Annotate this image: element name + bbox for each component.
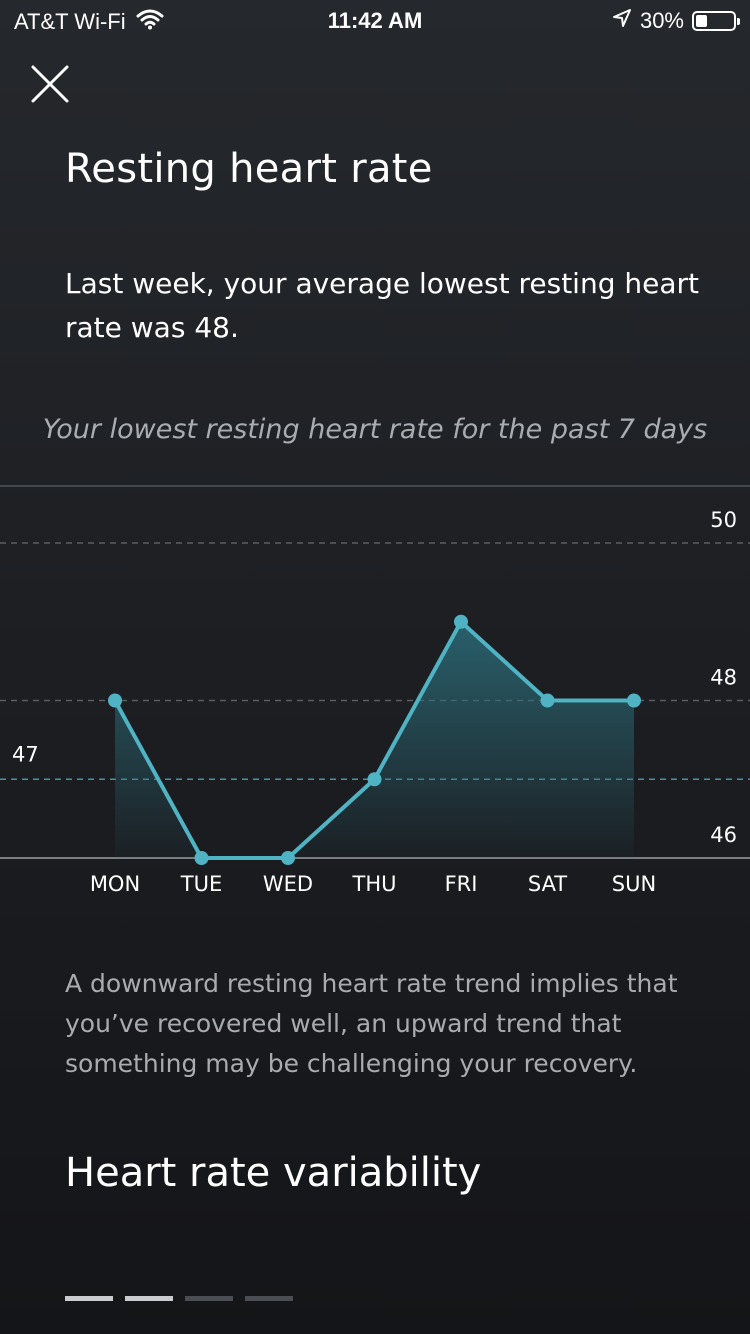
page-indicator bbox=[65, 1296, 293, 1301]
x-tick-label: WED bbox=[263, 872, 313, 896]
battery-fill bbox=[696, 15, 707, 27]
x-tick-label: SAT bbox=[528, 872, 567, 896]
chart-caption: Your lowest resting heart rate for the p… bbox=[42, 414, 708, 445]
page-indicator-dot[interactable] bbox=[65, 1296, 113, 1301]
status-bar: AT&T Wi-Fi 11:42 AM 30% bbox=[0, 0, 750, 40]
page-indicator-dot[interactable] bbox=[185, 1296, 233, 1301]
data-point-mon bbox=[108, 693, 122, 708]
battery-icon bbox=[692, 11, 740, 31]
wifi-icon bbox=[136, 8, 164, 36]
carrier-label: AT&T Wi-Fi bbox=[14, 9, 126, 34]
x-tick-label: SUN bbox=[612, 872, 656, 896]
status-right: 30% bbox=[612, 8, 740, 34]
x-tick-label: TUE bbox=[180, 872, 222, 896]
close-icon bbox=[31, 65, 69, 103]
chart-area bbox=[115, 621, 634, 858]
page-indicator-dot[interactable] bbox=[245, 1296, 293, 1301]
status-time: 11:42 AM bbox=[327, 8, 423, 33]
status-left: AT&T Wi-Fi bbox=[14, 8, 164, 36]
data-point-wed bbox=[281, 851, 295, 865]
y-tick-label: 46 bbox=[710, 823, 737, 847]
average-label: 47 bbox=[12, 742, 39, 766]
x-tick-label: FRI bbox=[445, 872, 478, 896]
x-tick-label: THU bbox=[352, 872, 397, 896]
data-point-sat bbox=[540, 693, 555, 708]
summary-text: Last week, your average lowest resting h… bbox=[65, 267, 699, 344]
close-button[interactable] bbox=[28, 62, 72, 106]
y-tick-label: 50 bbox=[710, 508, 737, 532]
page-title: Resting heart rate bbox=[65, 146, 433, 192]
section-title-heart-rate-variability[interactable]: Heart rate variability bbox=[65, 1150, 482, 1196]
battery-percent: 30% bbox=[639, 8, 684, 33]
y-tick-label: 48 bbox=[710, 666, 737, 690]
trend-description: A downward resting heart rate trend impl… bbox=[65, 969, 678, 1078]
page-indicator-dot[interactable] bbox=[125, 1296, 173, 1301]
resting-heart-rate-chart: 50 48 46 47 MON TUE WED THU FRI SAT SUN bbox=[0, 485, 750, 896]
data-point-sun bbox=[627, 693, 641, 708]
x-tick-label: MON bbox=[90, 872, 140, 896]
data-point-fri bbox=[454, 614, 468, 629]
location-arrow-icon bbox=[612, 8, 632, 34]
data-point-tue bbox=[194, 851, 209, 865]
data-point-thu bbox=[367, 772, 382, 787]
